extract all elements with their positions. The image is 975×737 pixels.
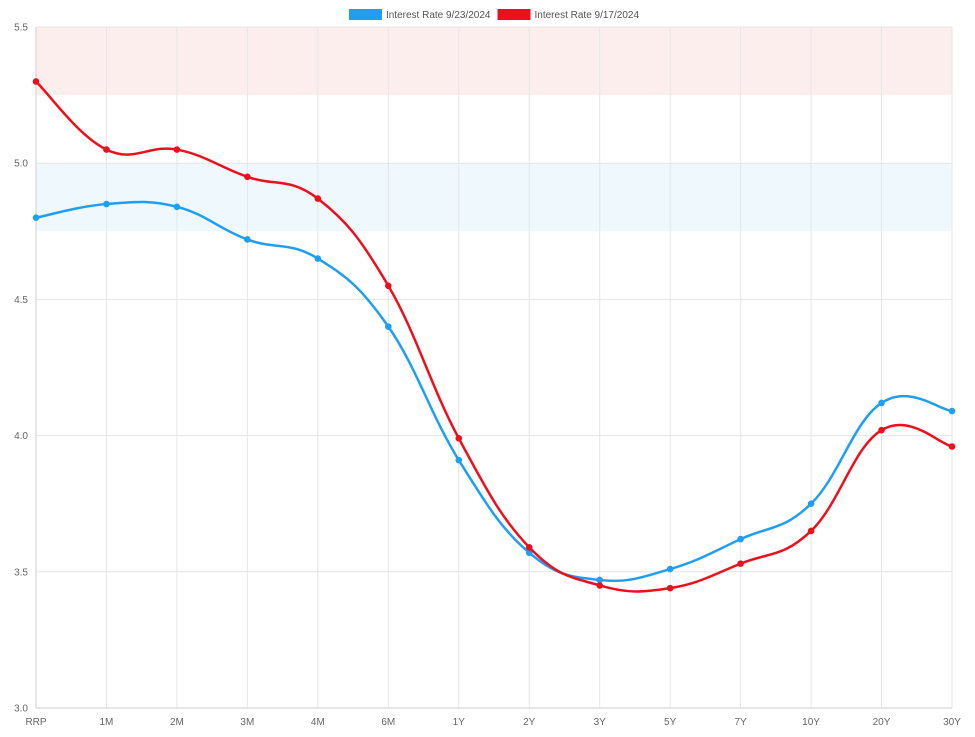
- data-point[interactable]: [314, 195, 322, 202]
- data-point[interactable]: [103, 200, 110, 208]
- x-tick-label: 5Y: [664, 717, 677, 728]
- y-tick-label: 5.5: [14, 23, 28, 34]
- x-tick-label: 2Y: [523, 717, 536, 728]
- axes: 3.0 3.5 4.0 4.5 5.0 5.5 RRP 1M 2M 3M 4M 6M 1Y 2Y 3Y 5Y 7…: [14, 23, 961, 729]
- data-point[interactable]: [948, 443, 956, 450]
- y-tick-label: 4.0: [14, 431, 28, 442]
- y-tick-label: 3.5: [14, 567, 28, 578]
- x-tick-label: 3M: [240, 717, 254, 728]
- data-point[interactable]: [596, 576, 603, 584]
- series-lines: [32, 78, 956, 593]
- x-tick-label: RRP: [25, 717, 46, 728]
- data-point[interactable]: [737, 560, 744, 567]
- data-point[interactable]: [878, 399, 885, 407]
- legend-label: Interest Rate 9/17/2024: [535, 10, 640, 21]
- legend-item-1[interactable]: Interest Rate 9/17/2024: [497, 9, 640, 21]
- shaded-bands: [36, 27, 952, 232]
- data-point[interactable]: [32, 78, 40, 85]
- shaded-band-0: [36, 27, 952, 96]
- data-point[interactable]: [807, 500, 815, 508]
- x-tick-label: 1Y: [453, 717, 466, 728]
- data-point[interactable]: [737, 535, 744, 543]
- legend-swatch: [497, 9, 531, 20]
- data-point[interactable]: [525, 543, 533, 551]
- x-tick-label: 3Y: [594, 717, 607, 728]
- data-point[interactable]: [666, 565, 674, 573]
- data-point[interactable]: [455, 435, 463, 442]
- x-tick-label: 2M: [170, 717, 184, 728]
- data-point[interactable]: [244, 236, 251, 243]
- x-tick-label: 6M: [381, 717, 395, 728]
- x-tick-label: 4M: [311, 717, 325, 728]
- x-tick-label: 7Y: [734, 717, 747, 728]
- data-point[interactable]: [173, 146, 181, 153]
- legend-item-0[interactable]: Interest Rate 9/23/2024: [348, 9, 491, 21]
- legend[interactable]: Interest Rate 9/23/2024 Interest Rate 9/1…: [348, 9, 640, 21]
- data-point[interactable]: [173, 203, 181, 211]
- data-point[interactable]: [385, 282, 392, 290]
- y-tick-label: 3.0: [14, 704, 28, 715]
- data-point[interactable]: [596, 582, 603, 589]
- x-tick-label: 1M: [100, 717, 114, 728]
- series-0: [32, 200, 956, 584]
- data-point[interactable]: [455, 456, 463, 464]
- x-tick-label: 10Y: [802, 717, 820, 728]
- legend-label: Interest Rate 9/23/2024: [386, 10, 491, 21]
- series-1: [32, 78, 956, 593]
- data-point[interactable]: [32, 214, 40, 221]
- data-point[interactable]: [314, 255, 322, 262]
- data-point[interactable]: [244, 173, 251, 181]
- data-point[interactable]: [666, 584, 674, 592]
- x-tick-label: 20Y: [873, 717, 891, 728]
- data-point[interactable]: [103, 146, 110, 153]
- data-point[interactable]: [878, 426, 885, 434]
- data-point[interactable]: [385, 323, 392, 330]
- data-point[interactable]: [807, 527, 815, 535]
- y-tick-label: 5.0: [14, 159, 28, 170]
- series-line: [34, 200, 954, 583]
- x-tick-label: 30Y: [943, 717, 961, 728]
- legend-swatch: [348, 9, 382, 20]
- y-tick-label: 4.5: [14, 295, 28, 306]
- data-point[interactable]: [948, 407, 956, 415]
- grid-lines: [35, 26, 953, 709]
- shaded-band-1: [36, 163, 952, 232]
